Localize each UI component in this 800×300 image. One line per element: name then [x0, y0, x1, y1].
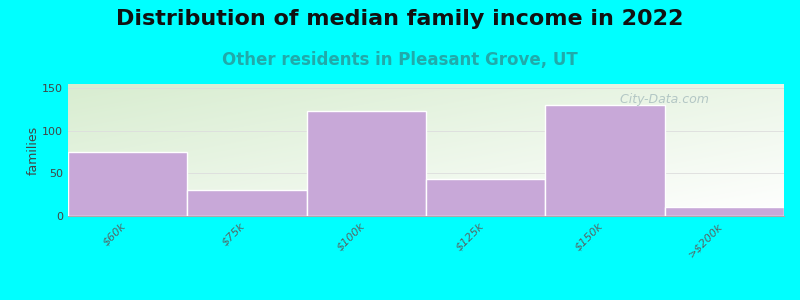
Text: Distribution of median family income in 2022: Distribution of median family income in …: [116, 9, 684, 29]
Bar: [187, 190, 306, 216]
Bar: [68, 152, 187, 216]
Text: City-Data.com: City-Data.com: [612, 93, 709, 106]
Bar: [426, 179, 546, 216]
Bar: [306, 111, 426, 216]
Bar: [546, 105, 665, 216]
Bar: [665, 208, 784, 216]
Y-axis label: families: families: [26, 125, 39, 175]
Text: Other residents in Pleasant Grove, UT: Other residents in Pleasant Grove, UT: [222, 51, 578, 69]
